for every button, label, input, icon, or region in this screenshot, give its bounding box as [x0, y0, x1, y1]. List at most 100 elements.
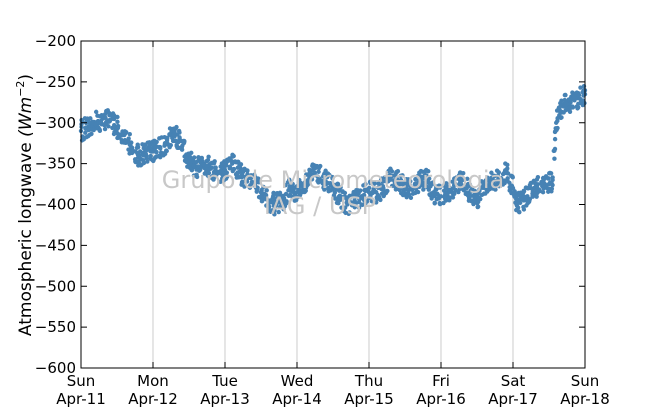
data-point: [263, 196, 269, 202]
data-point: [254, 189, 259, 194]
data-point: [361, 192, 367, 198]
x-tick-label-day: Sun: [571, 372, 600, 390]
data-point: [400, 173, 405, 178]
data-point: [511, 192, 517, 198]
data-point: [115, 114, 120, 120]
data-point: [475, 192, 480, 197]
data-point: [575, 105, 581, 110]
data-point: [127, 131, 132, 137]
x-tick-label-day: Tue: [211, 372, 238, 390]
data-point: [115, 125, 121, 131]
data-point: [145, 140, 150, 145]
data-point: [230, 154, 235, 159]
data-point: [424, 184, 429, 189]
data-point: [564, 101, 570, 107]
x-tick-label-date: Apr-14: [272, 390, 322, 408]
x-tick-label-date: Apr-18: [560, 390, 610, 408]
data-point: [548, 171, 554, 176]
data-points: [78, 84, 588, 217]
data-point: [339, 205, 344, 210]
data-point: [504, 170, 509, 176]
data-point: [516, 209, 522, 214]
data-point: [297, 193, 302, 199]
data-point: [570, 105, 576, 110]
data-point: [312, 166, 318, 171]
data-point: [456, 173, 462, 178]
data-point: [209, 165, 215, 170]
data-point: [230, 168, 235, 174]
data-point: [371, 190, 376, 195]
data-point: [414, 184, 419, 190]
data-point: [167, 132, 172, 137]
data-point: [206, 154, 211, 160]
data-point: [349, 194, 354, 199]
data-point: [323, 173, 329, 179]
data-point: [284, 199, 289, 204]
data-point: [160, 151, 165, 157]
data-point: [90, 119, 95, 125]
data-point: [468, 188, 474, 193]
data-point: [376, 181, 381, 186]
y-tick-label: −300: [35, 114, 76, 132]
data-point: [158, 154, 163, 160]
data-point: [280, 198, 285, 204]
data-point: [101, 114, 107, 120]
data-point: [342, 190, 348, 196]
data-point: [129, 150, 135, 156]
data-point: [295, 185, 300, 191]
data-point: [396, 185, 401, 191]
data-point: [289, 188, 295, 194]
data-point: [413, 177, 418, 182]
data-point: [581, 84, 587, 89]
data-point: [465, 176, 470, 182]
data-point: [477, 187, 482, 192]
data-point: [483, 191, 488, 196]
data-point: [288, 192, 293, 197]
data-point: [261, 184, 266, 190]
data-point: [249, 179, 255, 185]
data-point: [563, 92, 568, 98]
data-point: [199, 155, 205, 161]
data-point: [290, 181, 295, 187]
data-point: [320, 180, 325, 186]
x-tick-label-date: Apr-12: [128, 390, 178, 408]
data-point: [486, 187, 491, 193]
data-point: [472, 188, 478, 194]
data-point: [456, 189, 461, 195]
data-point: [570, 90, 575, 95]
x-tick-label-day: Wed: [281, 372, 314, 390]
data-point: [152, 145, 158, 151]
data-point: [398, 190, 404, 196]
data-point: [309, 177, 315, 182]
data-point: [497, 184, 502, 189]
data-point: [434, 196, 439, 202]
data-point: [475, 201, 480, 206]
data-point: [551, 148, 556, 154]
data-point: [216, 170, 221, 176]
data-point: [144, 156, 149, 161]
x-tick-label-date: Apr-13: [200, 390, 250, 408]
data-point: [388, 167, 393, 172]
data-point: [510, 185, 515, 191]
data-point: [328, 183, 334, 188]
data-point: [395, 168, 401, 174]
y-tick-label: −400: [35, 196, 76, 214]
data-point: [342, 194, 347, 199]
data-point: [497, 178, 502, 184]
data-point: [367, 185, 372, 191]
data-point: [134, 145, 140, 150]
data-point: [256, 180, 262, 185]
data-point: [86, 116, 92, 122]
data-point: [316, 164, 321, 169]
data-point: [287, 178, 292, 183]
data-point: [196, 155, 201, 160]
data-point: [470, 193, 476, 198]
data-point: [356, 189, 361, 195]
data-point: [137, 153, 142, 158]
data-point: [104, 122, 109, 127]
data-point: [172, 138, 177, 144]
data-point: [404, 180, 410, 185]
data-point: [159, 135, 164, 140]
data-point: [110, 111, 116, 116]
